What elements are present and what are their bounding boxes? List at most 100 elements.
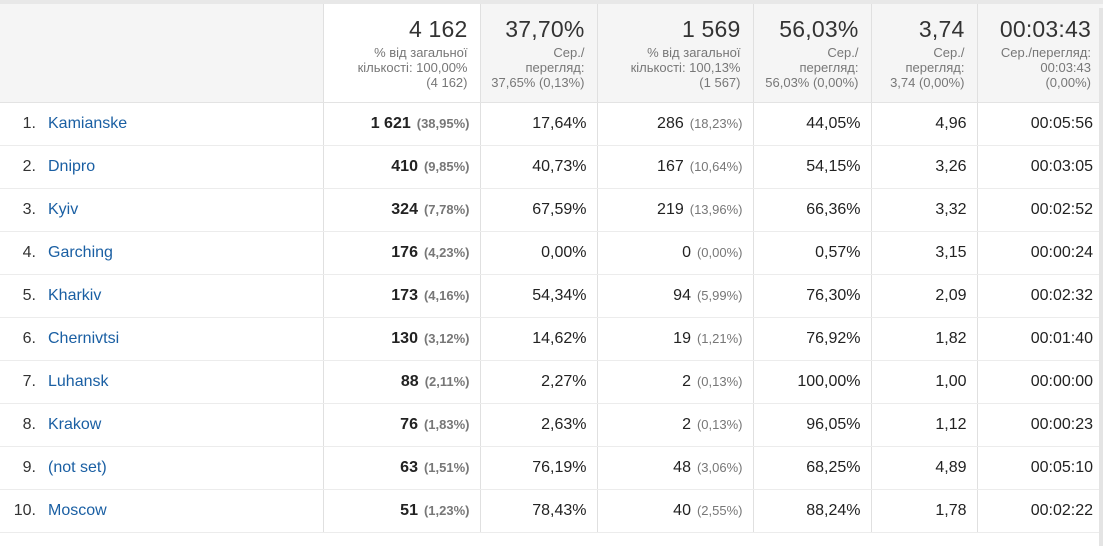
new-users-cell: 286 (18,23%) (596, 102, 753, 146)
row-index: 1. (22, 114, 36, 132)
new-users-value: 167 (657, 157, 684, 175)
total-subtext: Сер./ перегляд: 3,74 (0,00%) (890, 45, 965, 90)
row-index: 4. (22, 243, 36, 261)
duration-cell: 00:05:10 (976, 446, 1103, 490)
users-value: 324 (391, 200, 418, 218)
new-users-cell: 2 (0,13%) (596, 403, 753, 447)
users-value: 51 (400, 501, 418, 519)
bounce-cell: 2,27% (479, 360, 597, 404)
city-link[interactable]: Garching (48, 243, 113, 261)
total-subtext: % від загальної кількості: 100,00% (4 16… (357, 45, 468, 90)
new-pct-cell: 54,15% (752, 145, 871, 189)
city-cell: 6. Chernivtsi (0, 317, 323, 361)
city-link[interactable]: Dnipro (48, 157, 96, 175)
new-users-value: 19 (673, 329, 691, 347)
new-users-percent: (0,00%) (696, 244, 743, 260)
table-row: 1. Kamianske 1 621 (38,95%) 17,64% 286 (18,23%… (0, 102, 1103, 146)
total-value: 37,70% (505, 16, 585, 42)
bounce-cell: 17,64% (479, 102, 597, 146)
row-index: 7. (22, 372, 36, 390)
pages-cell: 4,89 (870, 446, 977, 490)
users-percent: (2,11%) (424, 373, 470, 389)
new-users-value: 219 (657, 200, 684, 218)
total-subtext: % від загальної кількості: 100,13% (1 56… (630, 45, 741, 90)
row-index: 10. (13, 501, 36, 519)
total-subtext: Сер./ перегляд: 56,03% (0,00%) (765, 45, 859, 90)
users-value: 76 (400, 415, 418, 433)
table-row: 5. Kharkiv 173 (4,16%) 54,34% 94 (5,99%) 76,30%… (0, 274, 1103, 318)
pages-cell: 1,82 (870, 317, 977, 361)
users-cell: 410 (9,85%) (322, 145, 480, 189)
pages-cell: 3,15 (870, 231, 977, 275)
users-value: 130 (391, 329, 418, 347)
new-pct-cell: 100,00% (752, 360, 871, 404)
pages-cell: 1,12 (870, 403, 977, 447)
users-cell: 88 (2,11%) (322, 360, 480, 404)
city-report-table: 4 162 % від загальної кількості: 100,00%… (0, 4, 1103, 533)
city-link[interactable]: Krakow (48, 415, 102, 433)
new-users-percent: (0,13%) (696, 373, 743, 389)
users-cell: 51 (1,23%) (322, 489, 480, 533)
new-users-value: 0 (682, 243, 691, 261)
pages-cell: 3,32 (870, 188, 977, 232)
totals-pages: 3,74 Сер./ перегляд: 3,74 (0,00%) (870, 4, 977, 103)
table-row: 8. Krakow 76 (1,83%) 2,63% 2 (0,13%) 96,05% 1,12… (0, 403, 1103, 447)
total-value: 4 162 (408, 16, 468, 42)
row-index: 2. (22, 157, 36, 175)
users-value: 1 621 (370, 114, 411, 132)
new-users-percent: (18,23%) (689, 115, 743, 131)
new-pct-cell: 76,30% (752, 274, 871, 318)
city-cell: 4. Garching (0, 231, 323, 275)
duration-cell: 00:00:24 (976, 231, 1103, 275)
new-users-value: 286 (657, 114, 684, 132)
duration-cell: 00:00:00 (976, 360, 1103, 404)
users-value: 176 (391, 243, 418, 261)
table-row: 2. Dnipro 410 (9,85%) 40,73% 167 (10,64%) 54,15… (0, 145, 1103, 189)
bounce-cell: 76,19% (479, 446, 597, 490)
city-link[interactable]: Kharkiv (48, 286, 102, 304)
users-percent: (1,23%) (423, 502, 470, 518)
users-cell: 76 (1,83%) (322, 403, 480, 447)
users-cell: 63 (1,51%) (322, 446, 480, 490)
scrollbar[interactable] (1099, 8, 1103, 546)
city-link[interactable]: Moscow (48, 501, 107, 519)
pages-cell: 1,78 (870, 489, 977, 533)
duration-cell: 00:02:52 (976, 188, 1103, 232)
users-value: 410 (391, 157, 418, 175)
pages-cell: 1,00 (870, 360, 977, 404)
new-users-cell: 167 (10,64%) (596, 145, 753, 189)
city-link[interactable]: Kamianske (48, 114, 128, 132)
users-percent: (1,83%) (423, 416, 470, 432)
total-subtext: Сер./ перегляд: 37,65% (0,13%) (491, 45, 585, 90)
duration-cell: 00:01:40 (976, 317, 1103, 361)
new-pct-cell: 76,92% (752, 317, 871, 361)
new-users-percent: (2,55%) (696, 502, 743, 518)
bounce-cell: 67,59% (479, 188, 597, 232)
new-users-value: 48 (673, 458, 691, 476)
users-cell: 324 (7,78%) (322, 188, 480, 232)
pages-cell: 4,96 (870, 102, 977, 146)
total-value: 3,74 (918, 16, 965, 42)
city-link[interactable]: Luhansk (48, 372, 109, 390)
row-index: 8. (22, 415, 36, 433)
city-link[interactable]: Kyiv (48, 200, 79, 218)
new-pct-cell: 88,24% (752, 489, 871, 533)
city-cell: 3. Kyiv (0, 188, 323, 232)
city-link[interactable]: (not set) (48, 458, 107, 476)
city-link[interactable]: Chernivtsi (48, 329, 120, 347)
new-users-value: 2 (682, 415, 691, 433)
users-cell: 130 (3,12%) (322, 317, 480, 361)
city-cell: 1. Kamianske (0, 102, 323, 146)
new-users-cell: 19 (1,21%) (596, 317, 753, 361)
table-row: 7. Luhansk 88 (2,11%) 2,27% 2 (0,13%) 100,00% 1,… (0, 360, 1103, 404)
new-users-percent: (5,99%) (696, 287, 743, 303)
bounce-cell: 54,34% (479, 274, 597, 318)
row-index: 3. (22, 200, 36, 218)
new-pct-cell: 66,36% (752, 188, 871, 232)
table-body: 1. Kamianske 1 621 (38,95%) 17,64% 286 (18,23%… (0, 102, 1103, 533)
row-index: 6. (22, 329, 36, 347)
bounce-cell: 0,00% (479, 231, 597, 275)
pages-cell: 3,26 (870, 145, 977, 189)
users-percent: (38,95%) (416, 115, 470, 131)
city-cell: 10. Moscow (0, 489, 323, 533)
